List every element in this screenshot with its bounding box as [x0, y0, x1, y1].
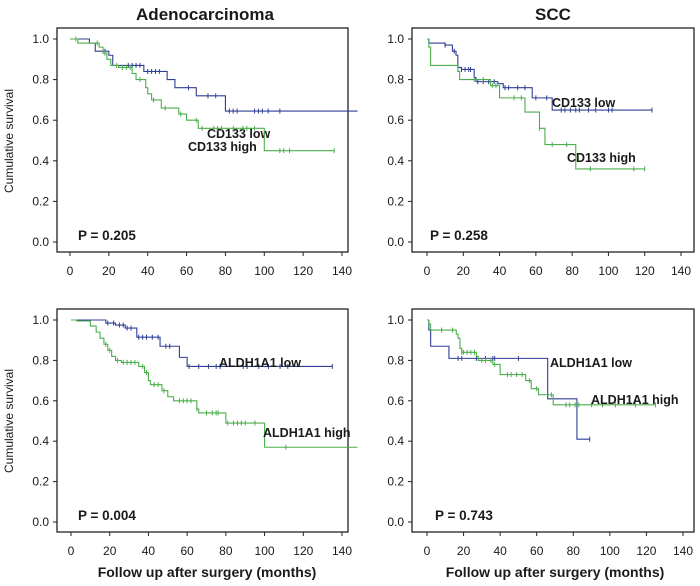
- x-tick-label: 0: [424, 264, 431, 278]
- x-tick-label: 40: [141, 264, 155, 278]
- survival-curve-high: [427, 38, 645, 170]
- y-tick-label: 1.0: [387, 313, 404, 327]
- plot-frame: [56, 308, 349, 533]
- x-tick-label: 60: [180, 544, 194, 558]
- x-tick-label: 100: [255, 544, 275, 558]
- y-tick-label: 0.6: [32, 113, 49, 127]
- x-tick-label: 20: [457, 544, 471, 558]
- p-value-label: P = 0.004: [78, 508, 136, 523]
- p-value-label: P = 0.258: [430, 228, 488, 243]
- y-tick-label: 1.0: [32, 313, 49, 327]
- x-tick-label: 80: [567, 544, 581, 558]
- y-tick-label: 1.0: [387, 32, 404, 46]
- plot-frame: [411, 308, 695, 533]
- x-tick-label: 80: [219, 264, 233, 278]
- km-panel-adenocarcinoma-cd133: 0 20 40 60 80 100 120 140 0.0 0.2 0.4 0.6 0.8 1.0 CD13…: [32, 27, 358, 278]
- x-tick-label: 40: [493, 544, 507, 558]
- x-tick-label: 0: [68, 544, 75, 558]
- x-tick-label: 60: [180, 264, 194, 278]
- y-tick-label: 0.6: [387, 394, 404, 408]
- series-label-low: ALDH1A1 low: [550, 356, 632, 370]
- survival-curve-low: [70, 38, 358, 112]
- series-label-high: ALDH1A1 high: [591, 393, 679, 407]
- series-label-low: ALDH1A1 low: [219, 356, 301, 370]
- x-tick-label: 100: [254, 264, 274, 278]
- x-tick-label: 140: [332, 544, 352, 558]
- x-tick-label: 40: [493, 264, 507, 278]
- series-label-low: CD133 low: [207, 127, 270, 141]
- plot-frame: [411, 27, 695, 253]
- km-panel-scc-cd133: 0 20 40 60 80 100 120 140 0.0 0.2 0.4 0.6 0.8 1.0 CD13…: [387, 27, 695, 278]
- x-tick-label: 120: [293, 264, 313, 278]
- x-axis-label-left: Follow up after surgery (months): [98, 564, 317, 580]
- y-tick-label: 0.6: [32, 394, 49, 408]
- x-tick-label: 60: [529, 264, 543, 278]
- x-tick-label: 20: [457, 264, 471, 278]
- x-tick-label: 40: [142, 544, 156, 558]
- y-tick-label: 0.0: [387, 235, 404, 249]
- series-label-low: CD133 low: [552, 96, 615, 110]
- km-panel-adenocarcinoma-aldh1a1: 0 20 40 60 80 100 120 140 0.0 0.2 0.4 0.6 0.8 1.0 ALDH…: [32, 308, 358, 558]
- x-tick-label: 60: [530, 544, 544, 558]
- x-tick-label: 20: [103, 544, 117, 558]
- y-tick-label: 0.2: [387, 194, 404, 208]
- x-tick-label: 140: [673, 544, 693, 558]
- series-label-high: CD133 high: [188, 140, 257, 154]
- y-axis-label-top: Cumulative survival: [2, 89, 16, 193]
- series-label-high: ALDH1A1 high: [263, 426, 351, 440]
- y-tick-label: 0.2: [387, 475, 404, 489]
- y-tick-label: 0.2: [32, 475, 49, 489]
- km-panel-scc-aldh1a1: 0 20 40 60 80 100 120 140 0.0 0.2 0.4 0.6 0.8 1.0 ALDH…: [387, 308, 695, 558]
- y-tick-label: 1.0: [32, 32, 49, 46]
- x-tick-label: 0: [67, 264, 74, 278]
- x-tick-label: 80: [219, 544, 233, 558]
- y-tick-label: 0.4: [32, 154, 49, 168]
- y-tick-label: 0.8: [32, 73, 49, 87]
- column-title-adenocarcinoma: Adenocarcinoma: [136, 5, 274, 24]
- survival-curve-high: [70, 38, 335, 152]
- survival-curve-low: [71, 319, 333, 368]
- survival-curve-low: [427, 38, 652, 111]
- x-tick-label: 100: [600, 544, 620, 558]
- x-tick-label: 100: [598, 264, 618, 278]
- y-tick-label: 0.4: [32, 434, 49, 448]
- x-tick-label: 80: [565, 264, 579, 278]
- p-value-label: P = 0.205: [78, 228, 136, 243]
- plot-frame: [56, 27, 349, 253]
- x-axis-label-right: Follow up after surgery (months): [446, 564, 665, 580]
- x-tick-label: 0: [424, 544, 431, 558]
- x-tick-label: 120: [636, 544, 656, 558]
- x-tick-label: 120: [635, 264, 655, 278]
- p-value-label: P = 0.743: [435, 508, 493, 523]
- y-tick-label: 0.2: [32, 194, 49, 208]
- y-tick-label: 0.0: [387, 515, 404, 529]
- x-tick-label: 140: [332, 264, 352, 278]
- column-title-scc: SCC: [535, 5, 571, 24]
- survival-curve-low: [427, 319, 590, 440]
- y-tick-label: 0.8: [32, 353, 49, 367]
- y-tick-label: 0.6: [387, 113, 404, 127]
- y-axis-label-bottom: Cumulative survival: [2, 369, 16, 473]
- y-tick-label: 0.4: [387, 154, 404, 168]
- y-tick-label: 0.4: [387, 434, 404, 448]
- y-tick-label: 0.8: [387, 353, 404, 367]
- y-tick-label: 0.0: [32, 515, 49, 529]
- y-tick-label: 0.8: [387, 73, 404, 87]
- y-tick-label: 0.0: [32, 235, 49, 249]
- x-tick-label: 20: [102, 264, 116, 278]
- x-tick-label: 120: [293, 544, 313, 558]
- survival-curve-high: [427, 319, 656, 406]
- series-label-high: CD133 high: [567, 151, 636, 165]
- x-tick-label: 140: [671, 264, 691, 278]
